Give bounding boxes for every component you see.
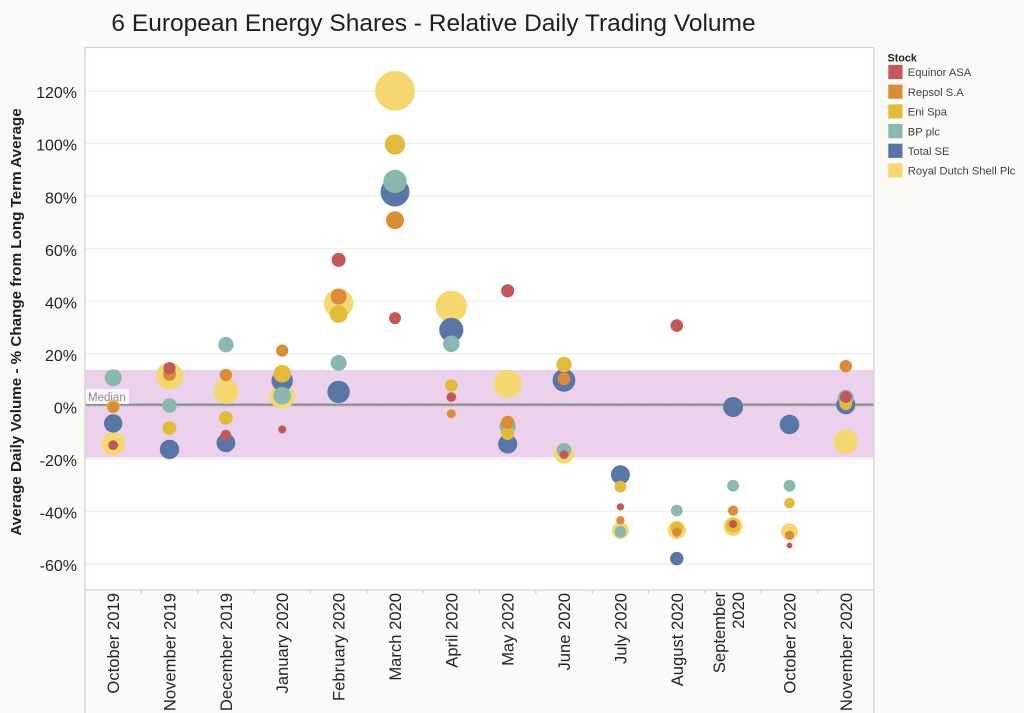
svg-text:-20%: -20% — [40, 453, 77, 470]
svg-text:June 2020: June 2020 — [555, 593, 574, 671]
svg-text:40%: 40% — [45, 295, 77, 312]
svg-text:120%: 120% — [36, 85, 77, 102]
svg-text:6 European Energy Shares - Rel: 6 European Energy Shares - Relative Dail… — [111, 10, 755, 37]
svg-text:October 2019: October 2019 — [104, 593, 123, 694]
svg-text:October 2020: October 2020 — [781, 593, 800, 694]
svg-text:Equinor ASA: Equinor ASA — [908, 67, 972, 79]
svg-text:March 2020: March 2020 — [386, 593, 405, 681]
svg-text:Median: Median — [88, 392, 126, 404]
svg-text:December 2019: December 2019 — [217, 593, 236, 711]
svg-text:100%: 100% — [36, 138, 77, 155]
svg-text:July 2020: July 2020 — [611, 593, 630, 664]
svg-text:November 2019: November 2019 — [161, 593, 180, 711]
svg-text:May 2020: May 2020 — [499, 593, 518, 666]
svg-text:Eni Spa: Eni Spa — [908, 107, 948, 119]
svg-text:January 2020: January 2020 — [273, 593, 292, 694]
svg-text:August 2020: August 2020 — [668, 593, 687, 686]
svg-text:80%: 80% — [45, 190, 77, 207]
svg-text:September: September — [710, 592, 729, 674]
svg-text:2020: 2020 — [729, 592, 748, 629]
svg-text:60%: 60% — [45, 243, 77, 260]
svg-text:Stock: Stock — [888, 53, 918, 65]
svg-text:Royal Dutch Shell Plc: Royal Dutch Shell Plc — [908, 166, 1016, 178]
svg-text:-60%: -60% — [40, 558, 77, 575]
svg-text:-40%: -40% — [40, 506, 77, 523]
svg-text:November 2020: November 2020 — [837, 593, 856, 711]
svg-text:Repsol S.A: Repsol S.A — [908, 87, 965, 99]
svg-text:April 2020: April 2020 — [442, 593, 461, 668]
svg-text:February 2020: February 2020 — [330, 593, 349, 701]
svg-text:20%: 20% — [45, 348, 77, 365]
svg-text:Total SE: Total SE — [908, 146, 950, 158]
svg-text:BP plc: BP plc — [908, 126, 941, 138]
svg-text:0%: 0% — [54, 401, 77, 418]
svg-text:Average Daily Volume - % Chang: Average Daily Volume - % Change from Lon… — [8, 108, 25, 535]
